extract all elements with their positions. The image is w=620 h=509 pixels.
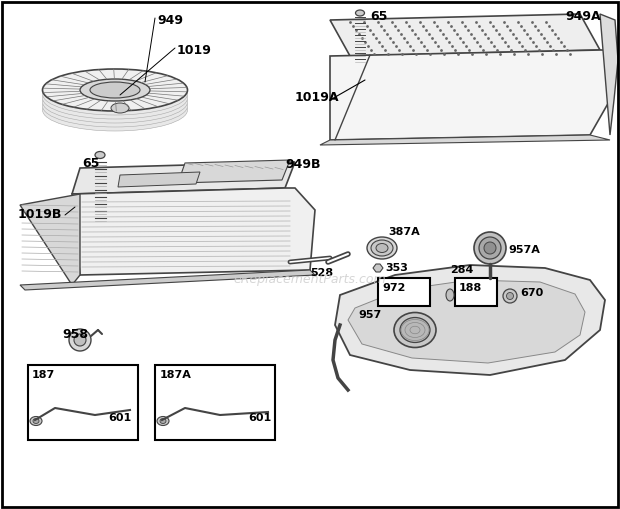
- Text: 958: 958: [62, 328, 88, 341]
- Ellipse shape: [43, 81, 187, 123]
- Ellipse shape: [43, 69, 187, 111]
- Text: 1019B: 1019B: [18, 209, 63, 221]
- Text: 957A: 957A: [508, 245, 540, 255]
- Polygon shape: [335, 265, 605, 375]
- Polygon shape: [20, 270, 315, 290]
- Text: 187: 187: [32, 370, 55, 380]
- Text: 1019A: 1019A: [295, 91, 340, 103]
- Polygon shape: [72, 162, 295, 194]
- Ellipse shape: [80, 79, 150, 101]
- Polygon shape: [484, 278, 496, 286]
- Ellipse shape: [111, 103, 129, 113]
- Text: 972: 972: [382, 283, 405, 293]
- Ellipse shape: [376, 243, 388, 252]
- Ellipse shape: [74, 334, 86, 346]
- Polygon shape: [118, 172, 200, 187]
- Text: 353: 353: [385, 263, 408, 273]
- Polygon shape: [20, 194, 80, 285]
- Text: 601: 601: [108, 413, 131, 423]
- Ellipse shape: [33, 418, 39, 423]
- Text: eReplacementParts.com: eReplacementParts.com: [234, 273, 386, 287]
- Ellipse shape: [30, 416, 42, 426]
- Text: 1019: 1019: [177, 44, 212, 57]
- Text: 284: 284: [450, 265, 474, 275]
- Ellipse shape: [503, 289, 517, 303]
- Ellipse shape: [507, 293, 513, 299]
- Polygon shape: [320, 135, 610, 145]
- Text: 387A: 387A: [388, 227, 420, 237]
- Text: 949B: 949B: [285, 158, 321, 171]
- Ellipse shape: [43, 89, 187, 131]
- Polygon shape: [72, 188, 315, 275]
- Ellipse shape: [157, 416, 169, 426]
- Polygon shape: [178, 160, 290, 183]
- Ellipse shape: [43, 77, 187, 119]
- Ellipse shape: [43, 85, 187, 127]
- Text: 65: 65: [82, 157, 99, 170]
- Bar: [155, 365, 275, 440]
- Polygon shape: [600, 14, 618, 135]
- Ellipse shape: [474, 232, 506, 264]
- Ellipse shape: [367, 237, 397, 259]
- Ellipse shape: [479, 237, 501, 259]
- Text: 188: 188: [459, 283, 482, 293]
- Ellipse shape: [484, 242, 496, 254]
- Text: 187A: 187A: [160, 370, 192, 380]
- Ellipse shape: [355, 10, 365, 16]
- Polygon shape: [373, 264, 383, 272]
- Polygon shape: [330, 14, 600, 56]
- Text: 65: 65: [370, 10, 388, 23]
- Ellipse shape: [43, 73, 187, 115]
- Polygon shape: [348, 280, 585, 363]
- Bar: [28, 365, 138, 440]
- Ellipse shape: [400, 318, 430, 343]
- Ellipse shape: [90, 82, 140, 98]
- Text: 670: 670: [520, 288, 543, 298]
- Bar: [455, 278, 497, 306]
- Ellipse shape: [446, 289, 454, 301]
- Text: 949: 949: [157, 14, 183, 27]
- Text: 528: 528: [310, 268, 333, 278]
- Ellipse shape: [160, 418, 166, 423]
- Polygon shape: [330, 50, 610, 140]
- Text: 601: 601: [248, 413, 272, 423]
- Ellipse shape: [69, 329, 91, 351]
- Text: 957: 957: [358, 310, 381, 320]
- Ellipse shape: [371, 240, 393, 256]
- Ellipse shape: [394, 313, 436, 348]
- Text: 949A: 949A: [565, 10, 601, 23]
- Ellipse shape: [95, 152, 105, 158]
- Bar: [378, 278, 430, 306]
